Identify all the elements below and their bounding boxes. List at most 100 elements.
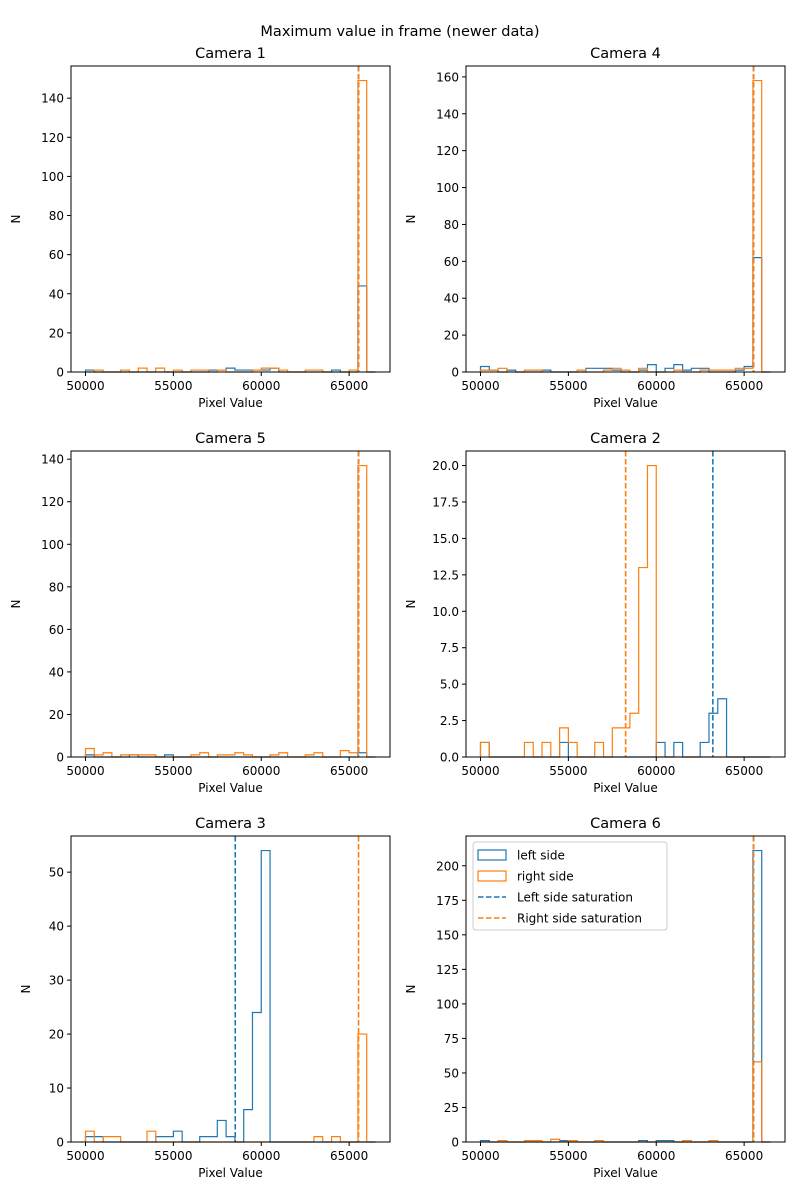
y-tick-label: 60 [444, 255, 459, 269]
y-tick-label: 10 [49, 1082, 64, 1096]
x-axis-label: Pixel Value [593, 781, 658, 795]
subplot-camera-6: 50000 55000 60000 65000 0 25 50 75 100 125 150 175 2… [404, 816, 786, 1180]
x-tick-label: 60000 [637, 1149, 675, 1163]
y-tick-label: 120 [436, 144, 459, 158]
x-tick-label: 50000 [461, 1149, 499, 1163]
x-tick-label: 50000 [461, 379, 499, 393]
y-tick-label: 160 [436, 70, 459, 84]
y-axis-label: N [404, 985, 418, 994]
x-tick-label: 65000 [330, 379, 368, 393]
legend-label: left side [517, 849, 565, 863]
x-tick-label: 60000 [242, 379, 280, 393]
x-tick-label: 55000 [154, 764, 192, 778]
legend: left side right side Left side saturation R… [472, 841, 668, 931]
y-tick-label: 80 [444, 218, 459, 232]
x-axis-label: Pixel Value [593, 1166, 658, 1180]
x-tick-label: 50000 [66, 379, 104, 393]
right-side-histogram [480, 1061, 771, 1143]
subplot-camera-2: 50000 55000 60000 65000 0.0 2.5 5.0 7.5 10.0 12.5… [404, 431, 786, 795]
x-tick-label: 65000 [330, 1149, 368, 1163]
y-tick-label: 20 [444, 329, 459, 343]
y-axis-label: N [9, 215, 23, 224]
x-tick-label: 65000 [330, 764, 368, 778]
y-tick-label: 100 [41, 170, 64, 184]
y-tick-label: 60 [49, 623, 64, 637]
y-tick-label: 30 [49, 974, 64, 988]
right-side-histogram [85, 79, 376, 373]
axes-frame [70, 835, 391, 1143]
y-tick-label: 175 [436, 894, 459, 908]
subplot-title: Camera 1 [195, 46, 266, 62]
x-tick-label: 55000 [549, 379, 587, 393]
subplot-camera-3: 50000 55000 60000 65000 0 10 20 30 40 50 Camera 3 P… [19, 816, 391, 1180]
x-axis-label: Pixel Value [198, 1166, 263, 1180]
y-tick-label: 40 [444, 292, 459, 306]
y-tick-label: 100 [436, 997, 459, 1011]
subplot-camera-5: 50000 55000 60000 65000 0 20 40 60 80 100 120 140 Ca… [9, 431, 391, 795]
y-tick-label: 20 [49, 326, 64, 340]
y-tick-label: 140 [41, 92, 64, 106]
y-tick-label: 20.0 [432, 459, 459, 473]
subplot-title: Camera 6 [590, 816, 661, 832]
y-tick-label: 5.0 [440, 678, 459, 692]
x-axis-label: Pixel Value [593, 396, 658, 410]
axes-frame [465, 835, 786, 1143]
y-tick-label: 50 [49, 866, 64, 880]
x-tick-label: 55000 [154, 379, 192, 393]
y-tick-label: 0.0 [440, 751, 459, 765]
y-tick-label: 140 [436, 107, 459, 121]
axes-frame [70, 65, 391, 373]
y-tick-label: 120 [41, 495, 64, 509]
x-tick-label: 55000 [154, 1149, 192, 1163]
x-tick-label: 55000 [549, 764, 587, 778]
y-tick-label: 40 [49, 287, 64, 301]
x-tick-label: 55000 [549, 1149, 587, 1163]
y-tick-label: 200 [436, 859, 459, 873]
y-tick-label: 15.0 [432, 532, 459, 546]
y-axis-label: N [404, 215, 418, 224]
subplot-camera-4: 50000 55000 60000 65000 0 20 40 60 80 100 120 140 16… [404, 46, 786, 410]
right-side-histogram [479, 79, 771, 373]
axes-frame [465, 450, 786, 758]
left-side-histogram [479, 257, 771, 373]
y-tick-label: 50 [444, 1066, 459, 1080]
y-tick-label: 25 [444, 1101, 459, 1115]
x-tick-label: 60000 [637, 379, 675, 393]
y-tick-label: 150 [436, 928, 459, 942]
x-tick-label: 50000 [66, 1149, 104, 1163]
x-axis-label: Pixel Value [198, 781, 263, 795]
y-tick-label: 12.5 [432, 568, 459, 582]
y-tick-label: 40 [49, 920, 64, 934]
y-tick-label: 40 [49, 665, 64, 679]
left-side-histogram [84, 285, 376, 373]
x-tick-label: 65000 [725, 379, 763, 393]
subplot-title: Camera 4 [590, 46, 661, 62]
y-tick-label: 7.5 [440, 641, 459, 655]
y-tick-label: 0 [451, 366, 459, 380]
y-tick-label: 2.5 [440, 714, 459, 728]
y-tick-label: 20 [49, 708, 64, 722]
y-axis-label: N [404, 600, 418, 609]
right-side-histogram [84, 1033, 376, 1143]
legend-label: Left side saturation [517, 891, 633, 905]
subplot-title: Camera 2 [590, 431, 661, 447]
x-tick-label: 50000 [66, 764, 104, 778]
left-side-legend-swatch [477, 849, 507, 861]
x-axis-label: Pixel Value [198, 396, 263, 410]
subplot-camera-1: 50000 55000 60000 65000 0 20 40 60 80 100 120 140 Ca… [9, 46, 391, 410]
legend-label: right side [517, 870, 574, 884]
figure-title: Maximum value in frame (newer data) [260, 24, 539, 40]
right-side-histogram [84, 464, 376, 758]
y-tick-label: 100 [436, 181, 459, 195]
axes-frame [70, 450, 391, 758]
y-tick-label: 20 [49, 1028, 64, 1042]
y-tick-label: 0 [56, 366, 64, 380]
y-tick-label: 100 [41, 538, 64, 552]
right-side-legend-swatch [477, 870, 507, 882]
y-tick-label: 80 [49, 209, 64, 223]
x-tick-label: 50000 [461, 764, 499, 778]
legend-label: Right side saturation [517, 912, 642, 926]
y-tick-label: 120 [41, 131, 64, 145]
y-tick-label: 0 [451, 1136, 459, 1150]
